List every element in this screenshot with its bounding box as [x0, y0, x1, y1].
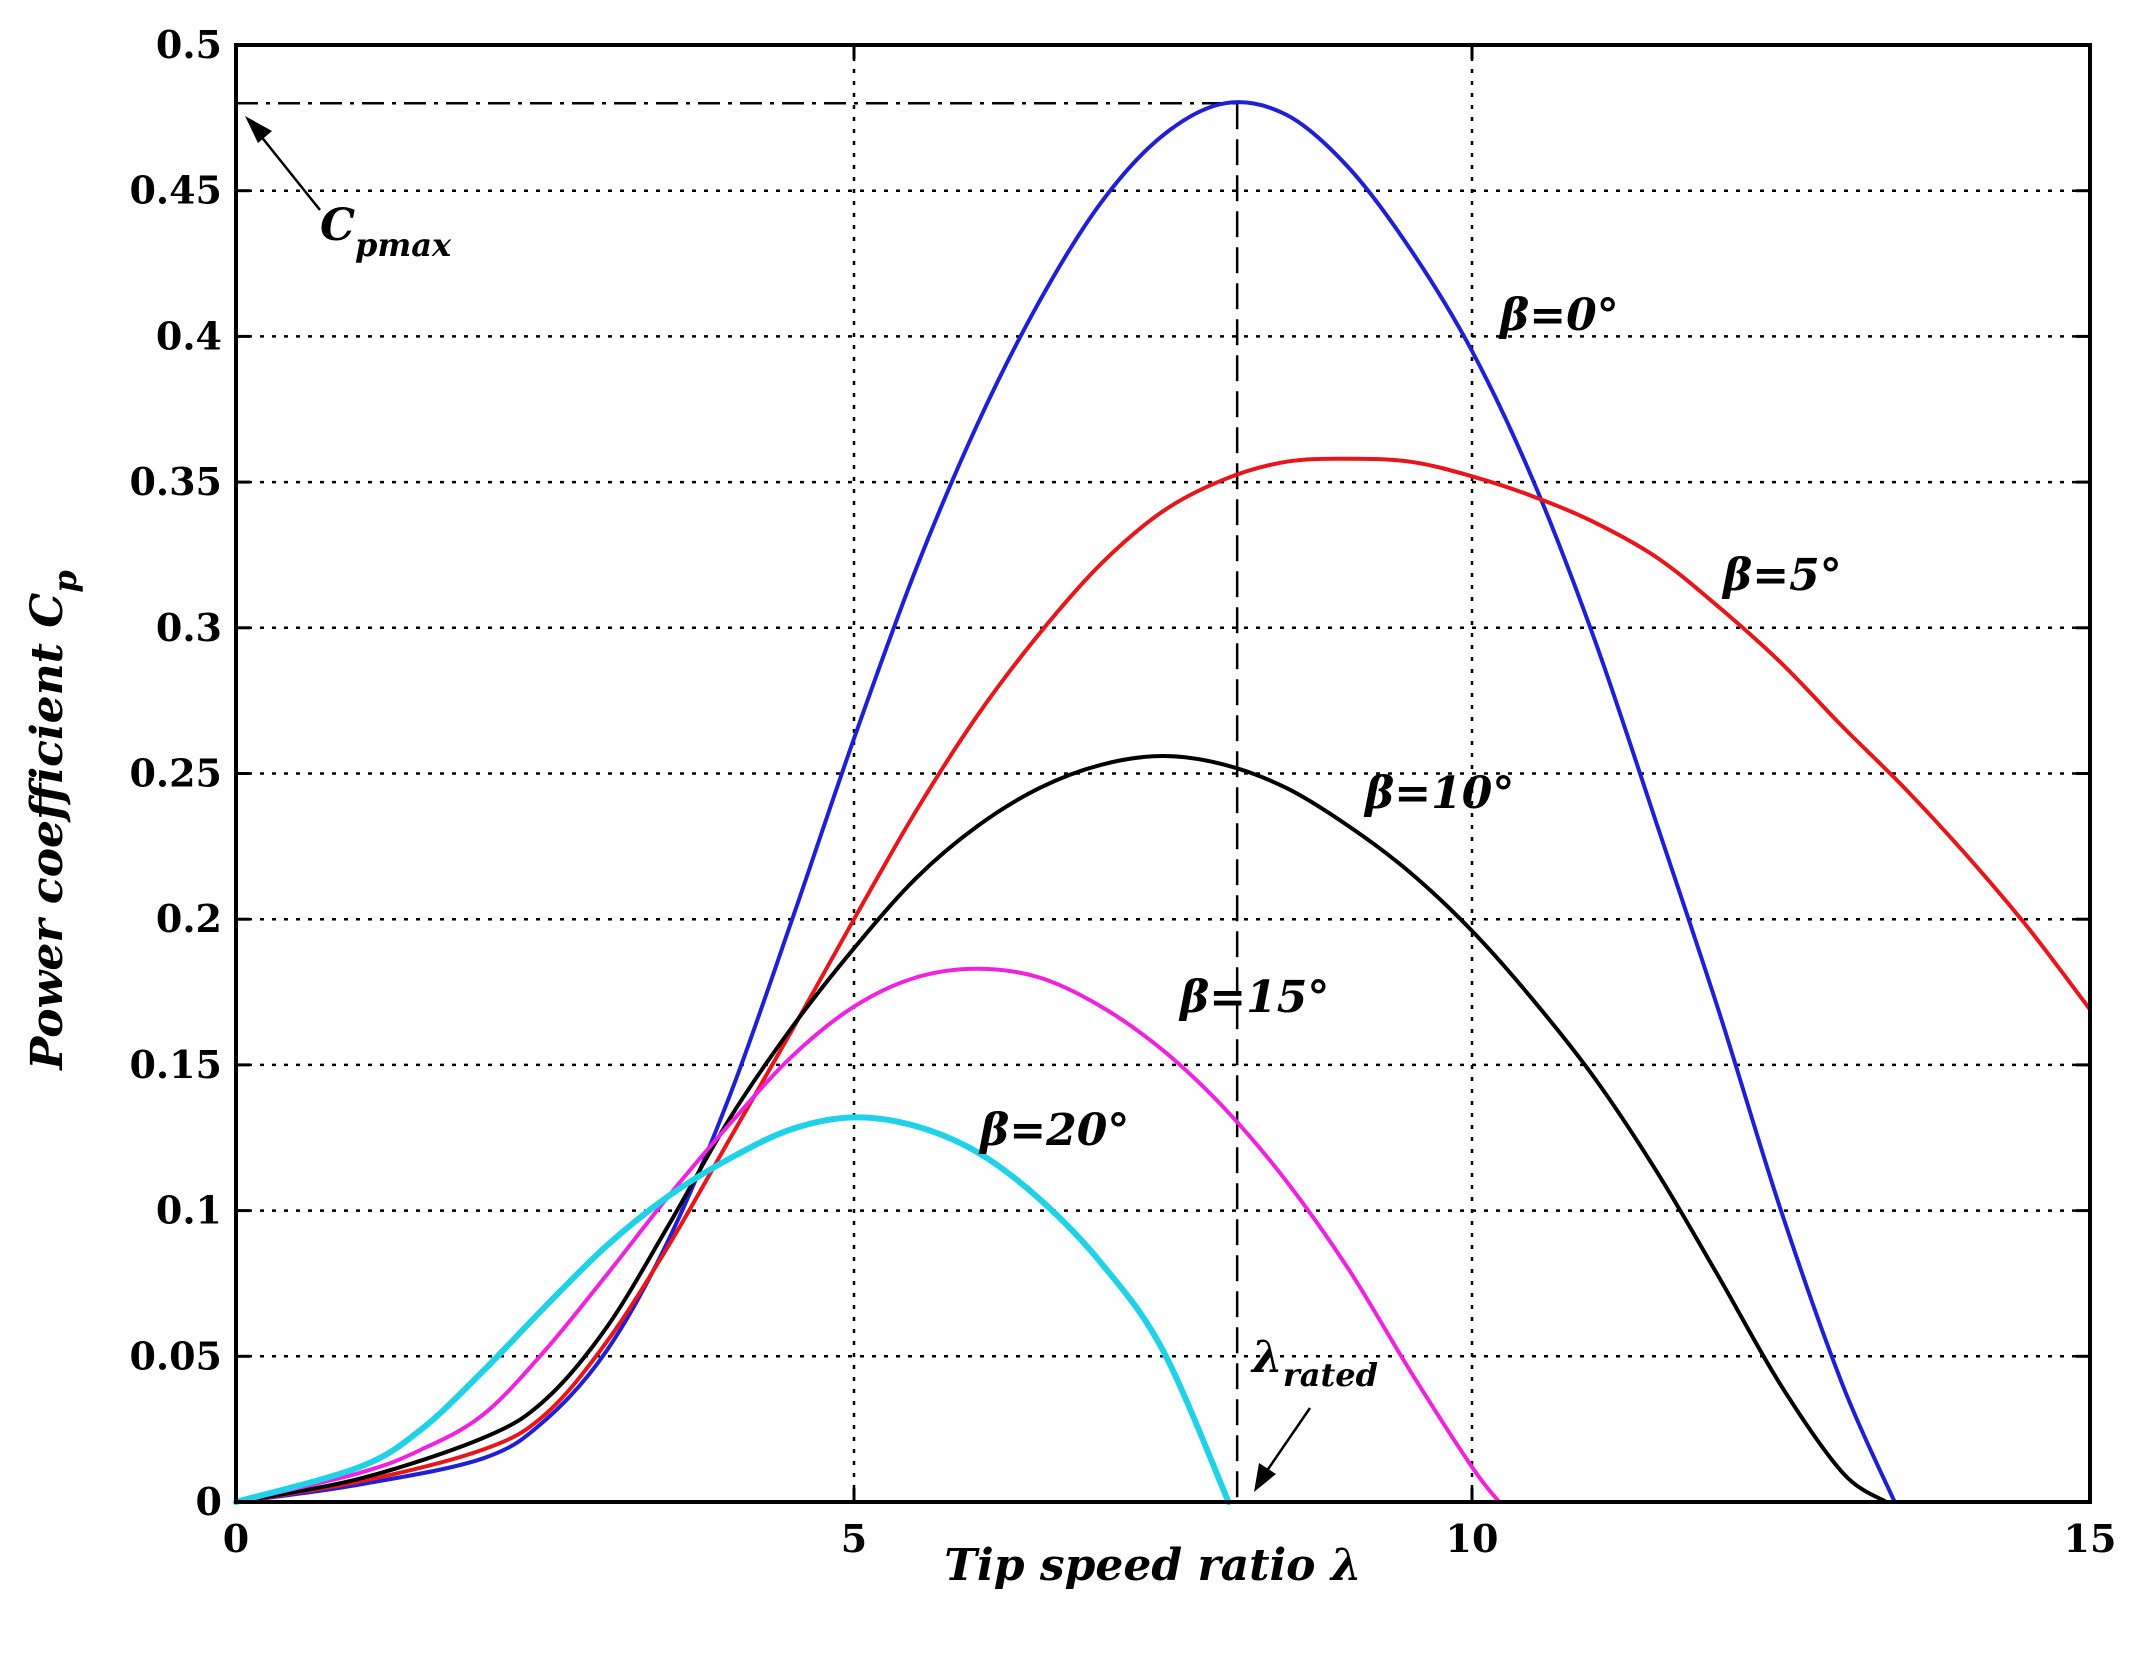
y-tick-label: 0	[196, 1479, 222, 1524]
y-tick-label: 0.3	[156, 605, 222, 650]
lambda-arrowhead	[1254, 1463, 1276, 1492]
series-line-4	[233, 1114, 1232, 1505]
series-line-1	[234, 456, 2092, 1504]
x-tick-label: 5	[841, 1516, 867, 1561]
x-tick-label: 10	[1446, 1516, 1499, 1561]
lambda-arrow-line	[1260, 1407, 1312, 1479]
series-lines	[233, 100, 2092, 1505]
cpmax-arrowhead	[245, 116, 272, 143]
y-axis-title: Power coefficient Cp	[22, 570, 84, 1071]
x-axis-title: Tip speed ratio λ	[944, 1540, 1361, 1591]
y-axis-title-subscript: p	[46, 570, 84, 592]
grid-lines	[236, 45, 2090, 1502]
y-tick-label: 0.45	[129, 168, 222, 213]
label-beta-15: β=15°	[1178, 972, 1329, 1023]
y-tick-label: 0.15	[129, 1042, 222, 1087]
y-tick-label: 0.1	[156, 1188, 222, 1233]
series-line-0	[234, 100, 1897, 1504]
label-beta-10: β=10°	[1363, 768, 1514, 819]
label-beta-0: β=0°	[1498, 290, 1619, 341]
y-tick-label: 0.5	[156, 22, 222, 67]
reference-lines	[236, 102, 1239, 1502]
cpmax-label: Cpmax	[320, 200, 452, 264]
y-tick-label: 0.35	[129, 459, 222, 504]
label-beta-5: β=5°	[1721, 550, 1842, 601]
series-line-3	[234, 966, 1502, 1504]
lambda-rated-label: λrated	[1250, 1332, 1378, 1394]
lambda-rated-label-subscript: rated	[1283, 1356, 1378, 1394]
y-axis-title-group: Power coefficient Cp	[22, 570, 84, 1071]
y-tick-label: 0.25	[129, 751, 222, 796]
y-tick-label: 0.2	[156, 896, 222, 941]
tick-labels: 0 5 10 15 0 0.05 0.1 0.15 0.2 0.25 0.3 0.35 0.4 0.45 0…	[129, 22, 2116, 1561]
series-line-2	[234, 754, 1889, 1504]
y-tick-label: 0.05	[129, 1333, 222, 1378]
cpmax-label-subscript: pmax	[355, 226, 452, 264]
y-tick-label: 0.4	[156, 313, 222, 358]
x-tick-label: 15	[2064, 1516, 2117, 1561]
label-beta-20: β=20°	[978, 1105, 1129, 1156]
x-tick-label: 0	[223, 1516, 249, 1561]
cpmax-arrow-line	[251, 124, 321, 211]
